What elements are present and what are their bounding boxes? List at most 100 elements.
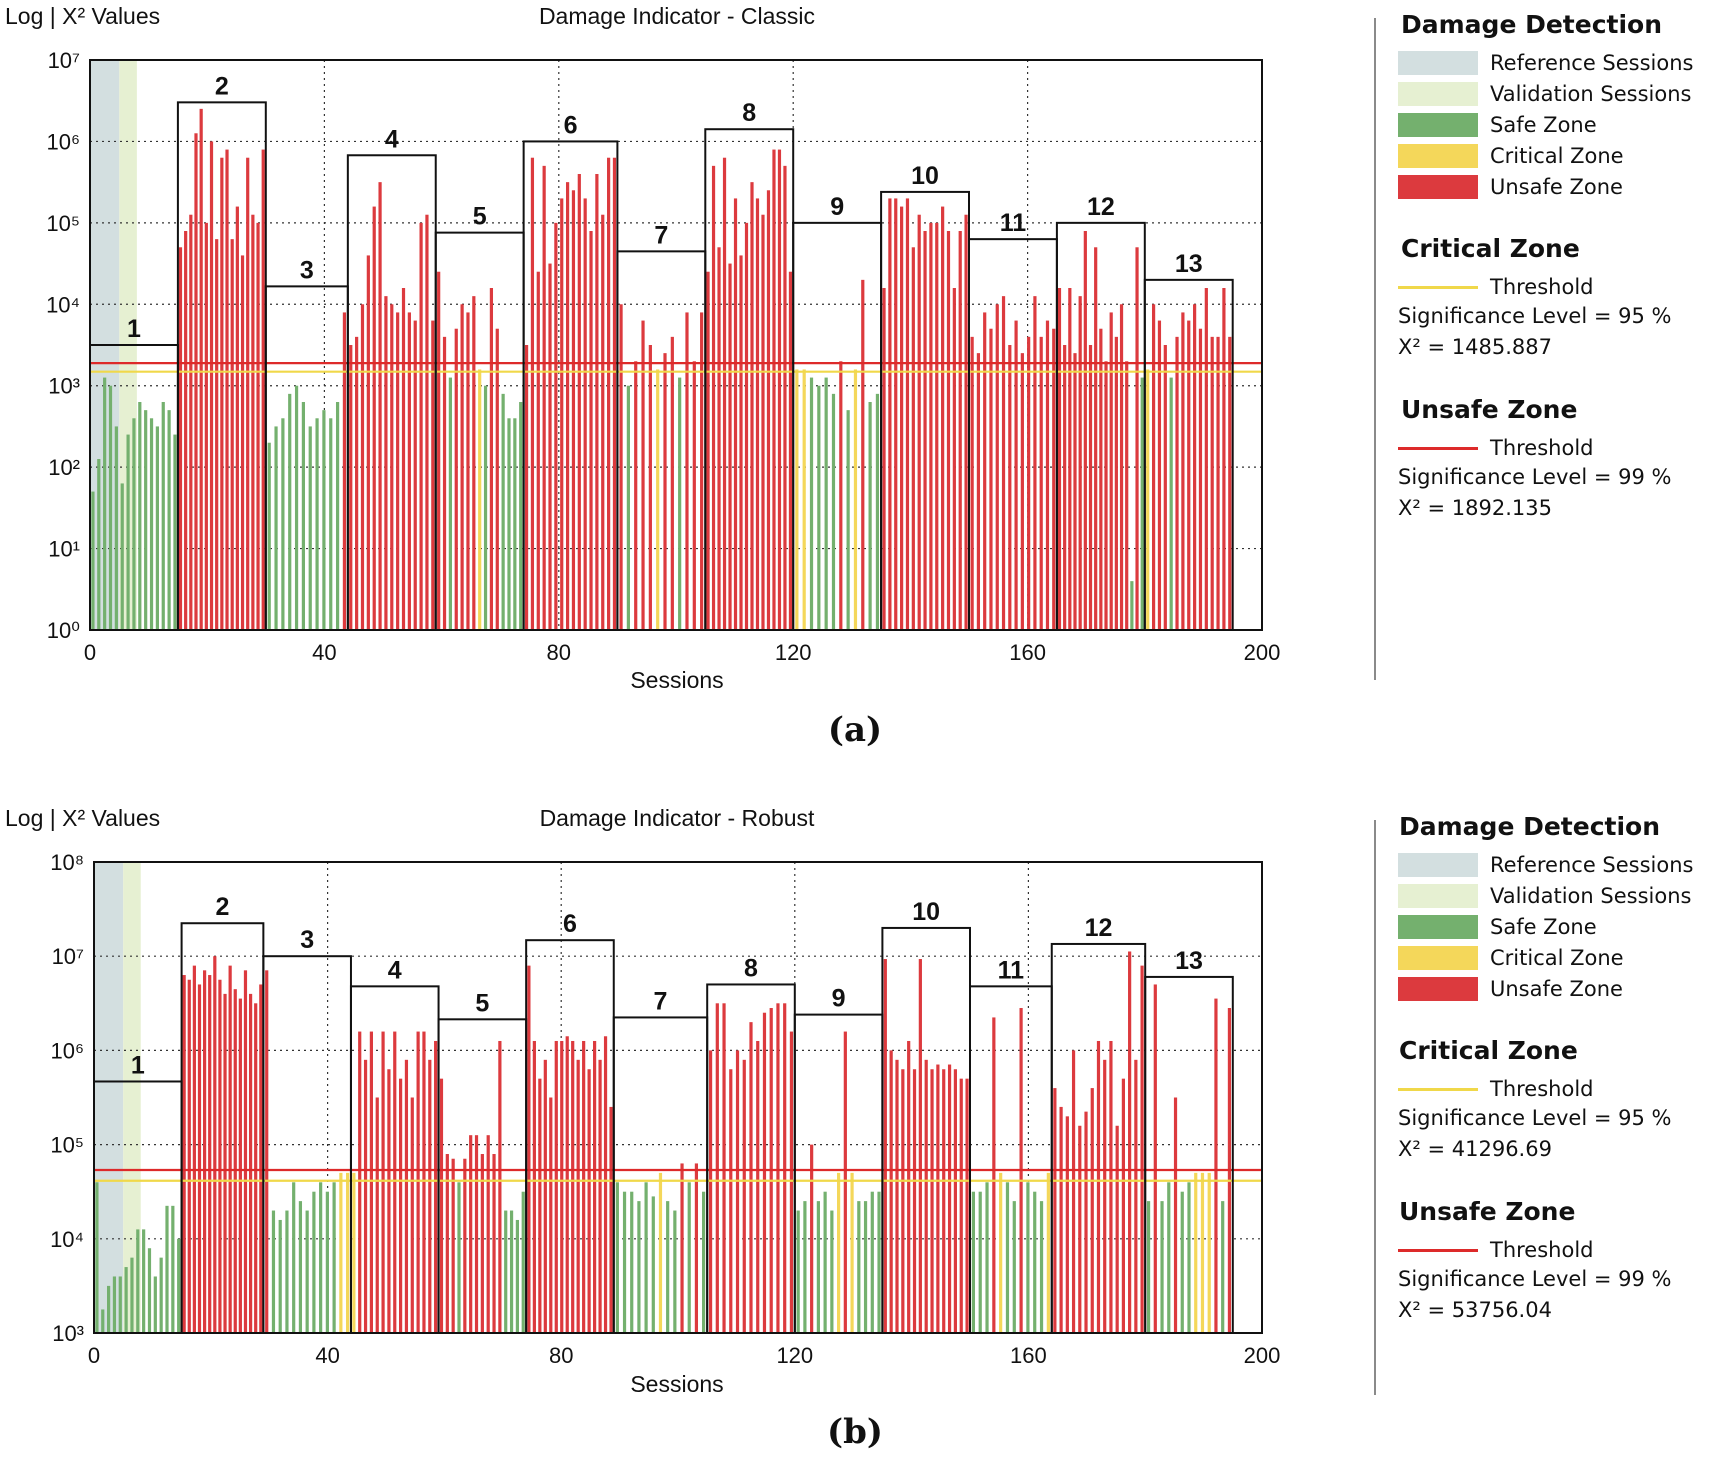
data-bar <box>565 182 570 630</box>
panel-label-b: (b) <box>827 1412 883 1452</box>
y-tick-label: 10¹ <box>48 537 80 562</box>
data-bar <box>240 255 245 630</box>
data-bar <box>460 304 464 630</box>
x-tick-label: 0 <box>84 640 96 665</box>
data-bar <box>538 1078 542 1333</box>
swatch-safe <box>1398 914 1478 939</box>
data-bar <box>1005 1182 1010 1333</box>
data-bar <box>1020 353 1024 630</box>
x-axis-label: Sessions <box>630 667 723 693</box>
data-bar <box>936 1064 940 1333</box>
data-bar <box>715 1003 719 1333</box>
data-bar <box>1207 1172 1211 1333</box>
data-bar <box>147 1248 152 1333</box>
chart-title: Damage Indicator - Classic <box>539 3 815 29</box>
data-bar <box>1214 998 1218 1333</box>
data-bar <box>946 231 951 630</box>
data-bar <box>393 1031 397 1333</box>
data-bar <box>213 956 217 1333</box>
unsafe-x2: X² = 53756.04 <box>1398 1298 1552 1322</box>
data-bar <box>875 393 880 630</box>
data-bar <box>1187 1182 1191 1333</box>
data-bar <box>894 198 898 630</box>
data-bar <box>144 410 148 630</box>
data-bar <box>989 328 993 630</box>
data-bar <box>261 149 265 631</box>
data-bar <box>1026 1182 1030 1333</box>
data-bar <box>685 312 689 630</box>
data-bar <box>243 970 248 1333</box>
data-bar <box>265 970 269 1333</box>
critical-threshold-row: Threshold <box>1376 1075 1706 1103</box>
data-bar <box>238 998 242 1333</box>
x-tick-label: 0 <box>88 1343 100 1368</box>
data-bar <box>136 1229 140 1333</box>
data-bar <box>1103 1059 1107 1333</box>
data-bar <box>783 1003 787 1333</box>
data-bar <box>425 214 429 630</box>
data-bar <box>995 304 999 630</box>
data-bar <box>622 1191 627 1333</box>
data-bar <box>108 385 113 630</box>
data-bar <box>204 222 208 630</box>
group-label: 5 <box>473 203 487 231</box>
data-bar <box>192 965 196 1333</box>
data-bar <box>1046 1172 1050 1333</box>
swatch-reference <box>1398 852 1478 877</box>
data-bar <box>846 410 850 630</box>
data-bar <box>1134 1059 1138 1333</box>
data-bar <box>700 312 704 630</box>
data-bar <box>431 320 435 630</box>
data-bar <box>576 1059 580 1333</box>
data-bar <box>924 1059 928 1333</box>
data-bar <box>1157 320 1162 630</box>
data-bar <box>454 328 458 630</box>
data-bar <box>345 1172 350 1333</box>
data-bar <box>1109 1040 1113 1333</box>
data-bar <box>329 418 333 630</box>
data-bar <box>220 157 224 630</box>
data-bar <box>1200 1172 1205 1333</box>
data-bar <box>630 1191 634 1333</box>
data-bar <box>138 402 142 630</box>
data-bar <box>466 312 470 630</box>
x-tick-label: 40 <box>312 640 336 665</box>
data-bar <box>722 157 727 630</box>
data-bar <box>153 1276 157 1333</box>
data-bar <box>678 377 682 630</box>
critical-threshold-row: Threshold <box>1376 273 1706 301</box>
data-bar <box>442 336 447 630</box>
data-bar <box>413 320 417 630</box>
data-bar <box>399 1078 403 1333</box>
x-tick-label: 120 <box>775 640 812 665</box>
data-bar <box>498 1040 502 1333</box>
data-bar <box>930 1069 934 1333</box>
data-bar <box>761 214 765 630</box>
data-bar <box>1053 1088 1057 1333</box>
data-bar <box>711 165 716 630</box>
data-bar <box>901 1069 905 1333</box>
swatch-critical <box>1398 143 1478 168</box>
data-bar <box>1084 1111 1088 1333</box>
legend-item-safe: Safe Zone <box>1376 911 1706 942</box>
data-bar <box>783 165 787 630</box>
data-bar <box>560 198 564 630</box>
data-bar <box>543 1059 547 1333</box>
data-bar <box>883 959 887 1333</box>
data-bar <box>803 1201 807 1333</box>
data-bar <box>889 1050 893 1333</box>
data-bar <box>888 198 892 630</box>
data-bar <box>1146 369 1150 630</box>
data-bar <box>536 271 540 630</box>
group-label: 9 <box>830 193 844 221</box>
data-bar <box>246 157 250 630</box>
data-bar <box>837 1172 841 1333</box>
unsafe-threshold-row: Threshold <box>1376 434 1706 462</box>
data-bar <box>673 1210 677 1333</box>
data-bar <box>733 198 738 630</box>
data-bar <box>378 182 382 630</box>
swatch-critical <box>1398 945 1478 970</box>
data-bar <box>91 491 95 630</box>
data-bar <box>507 418 511 630</box>
data-bar <box>658 1172 663 1333</box>
